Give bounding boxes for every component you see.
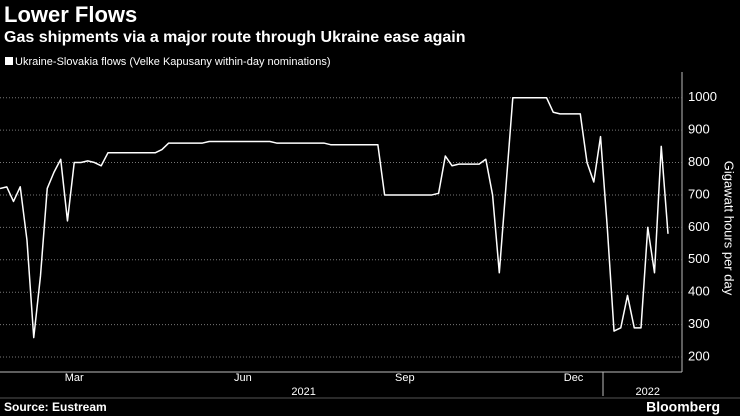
x-tick-label: Mar bbox=[65, 372, 84, 384]
legend-label: Ukraine-Slovakia flows (Velke Kapusany w… bbox=[15, 56, 330, 68]
y-tick-label: 600 bbox=[688, 219, 710, 234]
y-axis-title: Gigawatt hours per day bbox=[722, 161, 737, 296]
brand: Bloomberg bbox=[646, 399, 720, 415]
y-tick-label: 900 bbox=[688, 122, 710, 137]
chart-subtitle: Gas shipments via a major route through … bbox=[4, 29, 465, 46]
source: Source: Eustream bbox=[4, 400, 107, 414]
y-tick-label: 1000 bbox=[688, 89, 717, 104]
year-label: 2022 bbox=[636, 386, 660, 398]
y-tick-label: 400 bbox=[688, 284, 710, 299]
y-tick-label: 500 bbox=[688, 251, 710, 266]
x-tick-label: Sep bbox=[395, 372, 415, 384]
y-tick-label: 200 bbox=[688, 348, 710, 363]
x-tick-label: Dec bbox=[564, 372, 584, 384]
year-label: 2021 bbox=[291, 386, 315, 398]
x-tick-label: Jun bbox=[234, 372, 252, 384]
y-tick-label: 800 bbox=[688, 154, 710, 169]
legend-swatch bbox=[5, 57, 13, 65]
y-tick-label: 700 bbox=[688, 186, 710, 201]
series-line bbox=[0, 96, 669, 339]
chart-title: Lower Flows bbox=[4, 2, 137, 27]
y-tick-label: 300 bbox=[688, 316, 710, 331]
